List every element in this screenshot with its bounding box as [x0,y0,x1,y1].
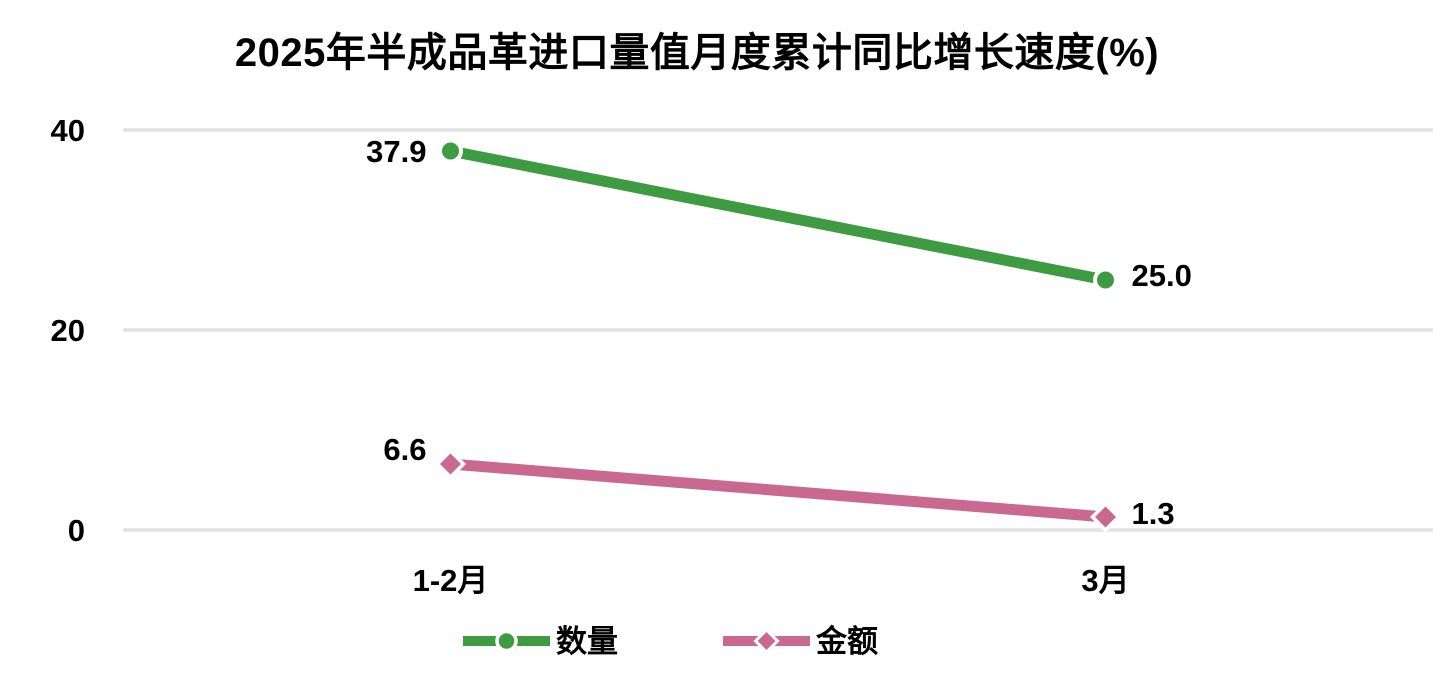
series-line-数量 [449,145,1107,286]
data-label: 25.0 [1132,258,1192,293]
data-label: 37.9 [366,134,426,169]
series-marker-数量 [1093,267,1118,293]
legend-label-金额: 金额 [815,624,878,659]
legend-label-数量: 数量 [556,624,618,659]
data-label: 1.3 [1132,496,1175,531]
series-marker-金额 [1090,501,1121,533]
y-tick-label: 20 [51,313,85,348]
series-marker-金额 [435,448,466,480]
series-marker-数量 [438,138,463,164]
x-axis-label: 1-2月 [413,563,489,598]
data-label: 6.6 [383,432,426,467]
series-line-金额 [450,458,1106,523]
legend-marker-金额 [753,627,780,655]
x-axis-label: 3月 [1081,563,1129,598]
legend-marker-数量 [495,629,518,653]
chart-title: 2025年半成品革进口量值月度累计同比增长速度(%) [234,31,1160,75]
y-tick-label: 0 [68,513,85,548]
y-tick-label: 40 [51,113,85,148]
